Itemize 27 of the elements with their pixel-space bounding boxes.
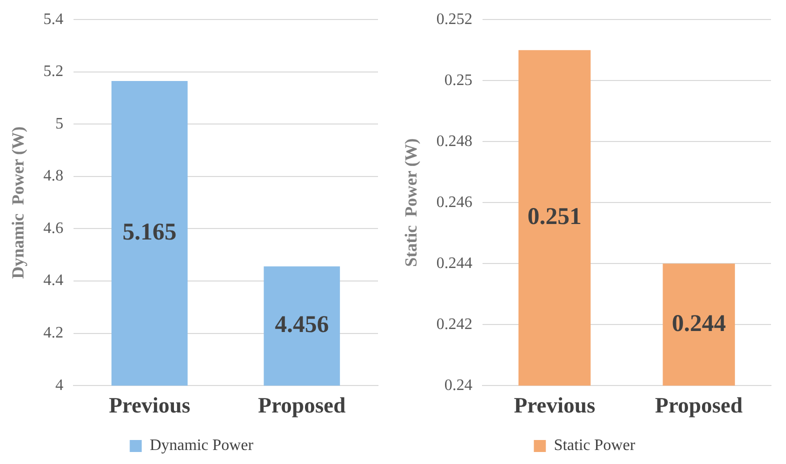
- y-tick-label: 5.2: [43, 63, 64, 80]
- y-tick-label: 0.248: [436, 132, 472, 150]
- y-tick-label: 0.242: [436, 316, 472, 333]
- y-tick-label: 4: [55, 376, 64, 394]
- y-tick-label: 4.6: [43, 220, 64, 237]
- data-label: 0.251: [528, 204, 582, 230]
- y-tick-label: 0.244: [436, 254, 472, 272]
- y-tick-label: 5: [55, 115, 64, 132]
- x-tick-label: Proposed: [655, 392, 743, 418]
- y-tick-label: 0.252: [436, 10, 472, 28]
- y-tick-label: 4.4: [43, 272, 64, 290]
- y-tick-label: 5.4: [43, 10, 64, 28]
- legend-label: Dynamic Power: [150, 437, 254, 454]
- data-label: 0.244: [672, 310, 726, 337]
- y-tick-label: 4.2: [43, 324, 64, 342]
- x-tick-label: Previous: [514, 392, 596, 418]
- y-tick-label: 0.246: [436, 194, 472, 211]
- y-tick-label: 4.8: [43, 168, 64, 185]
- data-label: 5.165: [122, 220, 177, 246]
- data-label: 4.456: [274, 312, 329, 338]
- y-axis-title: Dynamic Power (W): [8, 126, 28, 279]
- legend-label: Static Power: [554, 437, 636, 454]
- x-tick-label: Proposed: [258, 392, 346, 418]
- y-axis-title: Static Power (W): [402, 138, 421, 267]
- y-tick-label: 0.25: [444, 72, 472, 89]
- x-tick-label: Previous: [108, 392, 191, 418]
- y-tick-label: 0.24: [444, 376, 472, 394]
